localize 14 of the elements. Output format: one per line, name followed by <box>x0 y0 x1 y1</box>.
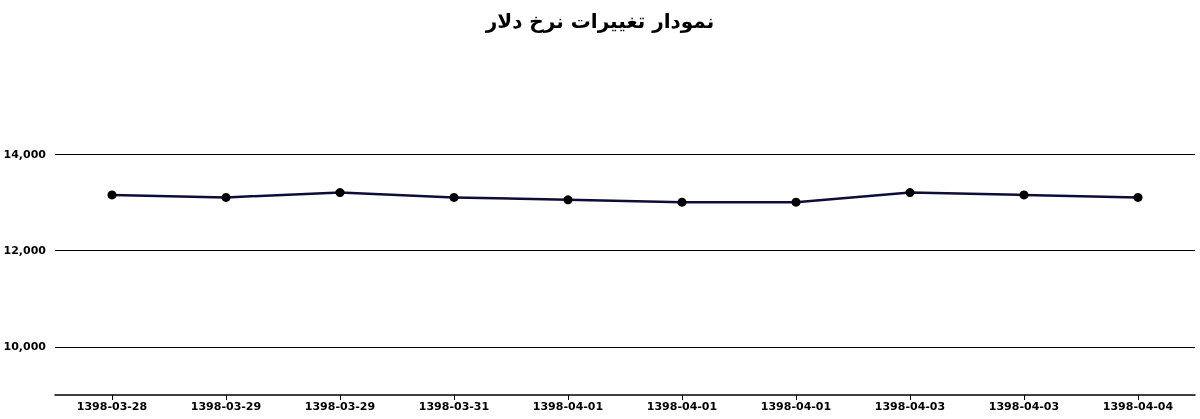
y-tick-label: 10,000 <box>3 340 47 354</box>
x-tick-label: 1398-04-01 <box>532 400 604 413</box>
x-tick-label: 1398-03-29 <box>190 400 262 413</box>
x-tick-label: 1398-03-28 <box>76 400 148 413</box>
y-tick-label: 12,000 <box>3 243 47 257</box>
x-tick-label: 1398-04-04 <box>1102 400 1174 413</box>
y-tick-label: 14,000 <box>3 147 47 161</box>
chart-title: نمودار تغییرات نرخ دلار <box>484 9 715 33</box>
x-tick-label: 1398-04-03 <box>988 400 1060 413</box>
x-tick-label: 1398-04-03 <box>874 400 946 413</box>
x-tick-label: 1398-04-01 <box>646 400 718 413</box>
x-tick-label: 1398-03-31 <box>418 400 490 413</box>
x-tick-label: 1398-03-29 <box>304 400 376 413</box>
x-tick-label: 1398-04-01 <box>760 400 832 413</box>
